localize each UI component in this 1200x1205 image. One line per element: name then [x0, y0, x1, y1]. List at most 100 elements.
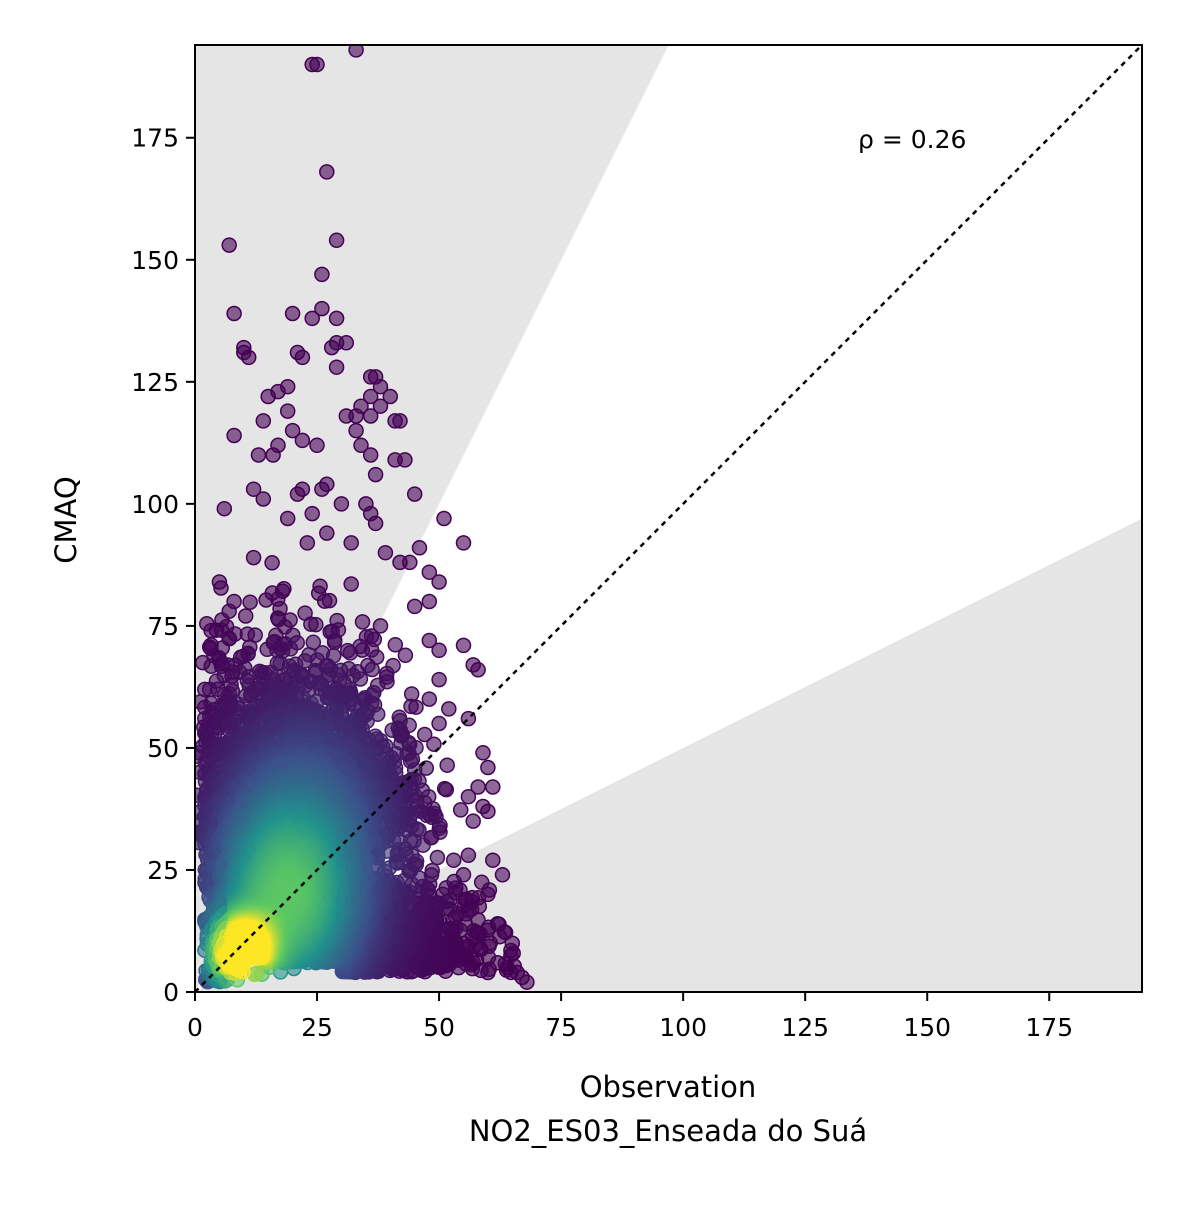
- data-point: [475, 745, 491, 761]
- data-point: [255, 491, 272, 507]
- data-point: [460, 788, 477, 805]
- data-point: [372, 378, 389, 395]
- data-point: [264, 555, 280, 571]
- data-point: [387, 413, 403, 429]
- data-point: [480, 759, 496, 776]
- data-point: [362, 369, 379, 385]
- data-point: [387, 637, 404, 653]
- data-point: [470, 779, 486, 795]
- data-point: [439, 757, 455, 773]
- data-point: [308, 616, 324, 633]
- data-point: [284, 305, 301, 322]
- data-point: [421, 593, 438, 610]
- scatter-points: [195, 45, 535, 990]
- data-point: [455, 535, 472, 551]
- data-point: [319, 525, 335, 541]
- data-point: [426, 736, 442, 752]
- data-point: [304, 310, 320, 327]
- data-point: [348, 422, 364, 439]
- data-point: [216, 500, 233, 517]
- data-point: [304, 505, 320, 522]
- data-point: [387, 452, 403, 468]
- data-point: [343, 535, 359, 551]
- data-point: [245, 549, 262, 566]
- data-point: [436, 510, 452, 527]
- data-point: [362, 447, 379, 463]
- data-point: [485, 852, 501, 868]
- data-point: [316, 593, 333, 609]
- data-point: [465, 813, 481, 829]
- data-point: [465, 657, 481, 673]
- data-point: [240, 646, 256, 662]
- data-point: [326, 634, 343, 651]
- data-point: [445, 852, 462, 868]
- data-point: [421, 564, 438, 580]
- data-point: [242, 594, 258, 610]
- data-point: [384, 722, 400, 738]
- data-point: [431, 642, 447, 659]
- data-point: [367, 466, 384, 483]
- data-point: [364, 661, 380, 678]
- data-point: [354, 614, 371, 630]
- data-point: [362, 408, 379, 424]
- data-point: [221, 237, 237, 253]
- data-point: [282, 641, 299, 657]
- data-point: [328, 232, 345, 249]
- data-point: [367, 515, 384, 532]
- data-point: [314, 300, 330, 317]
- data-point: [279, 510, 296, 527]
- data-point: [406, 598, 423, 615]
- data-point: [431, 715, 447, 732]
- data-point: [314, 481, 330, 497]
- data-point: [338, 408, 355, 424]
- data-point: [314, 266, 330, 283]
- data-point: [372, 618, 389, 634]
- data-point: [372, 398, 389, 414]
- data-point: [328, 359, 345, 375]
- data-point: [473, 874, 490, 891]
- data-point: [431, 574, 447, 590]
- data-point: [240, 349, 257, 366]
- data-point: [455, 637, 472, 654]
- data-point: [213, 580, 229, 596]
- data-point: [416, 726, 433, 743]
- data-point: [421, 632, 438, 649]
- data-point: [294, 432, 311, 449]
- data-point: [323, 339, 340, 356]
- data-point: [421, 691, 438, 707]
- data-point: [245, 481, 262, 497]
- data-point: [309, 437, 325, 454]
- data-point: [475, 798, 491, 815]
- data-point: [226, 305, 242, 322]
- data-point: [319, 164, 335, 180]
- data-point: [436, 780, 453, 797]
- data-point: [250, 447, 267, 463]
- data-point: [304, 56, 320, 73]
- data-point: [411, 540, 428, 556]
- data-point: [362, 388, 379, 405]
- data-point: [485, 779, 501, 795]
- data-point: [348, 45, 364, 58]
- data-point: [279, 403, 296, 419]
- data-point: [392, 554, 408, 571]
- data-point: [429, 849, 446, 866]
- data-point: [377, 544, 394, 561]
- data-point: [260, 388, 276, 405]
- data-point: [299, 535, 316, 551]
- data-point: [284, 422, 301, 439]
- data-point: [452, 802, 469, 818]
- data-point: [342, 645, 359, 661]
- data-point: [343, 576, 359, 592]
- data-point: [289, 486, 306, 502]
- data-point: [382, 388, 399, 405]
- data-point: [431, 671, 447, 688]
- data-point: [255, 413, 272, 429]
- data-point: [265, 447, 281, 463]
- data-point: [403, 698, 419, 715]
- data-point: [441, 701, 457, 717]
- data-point: [406, 486, 423, 502]
- data-point: [237, 608, 254, 624]
- data-point: [294, 349, 311, 366]
